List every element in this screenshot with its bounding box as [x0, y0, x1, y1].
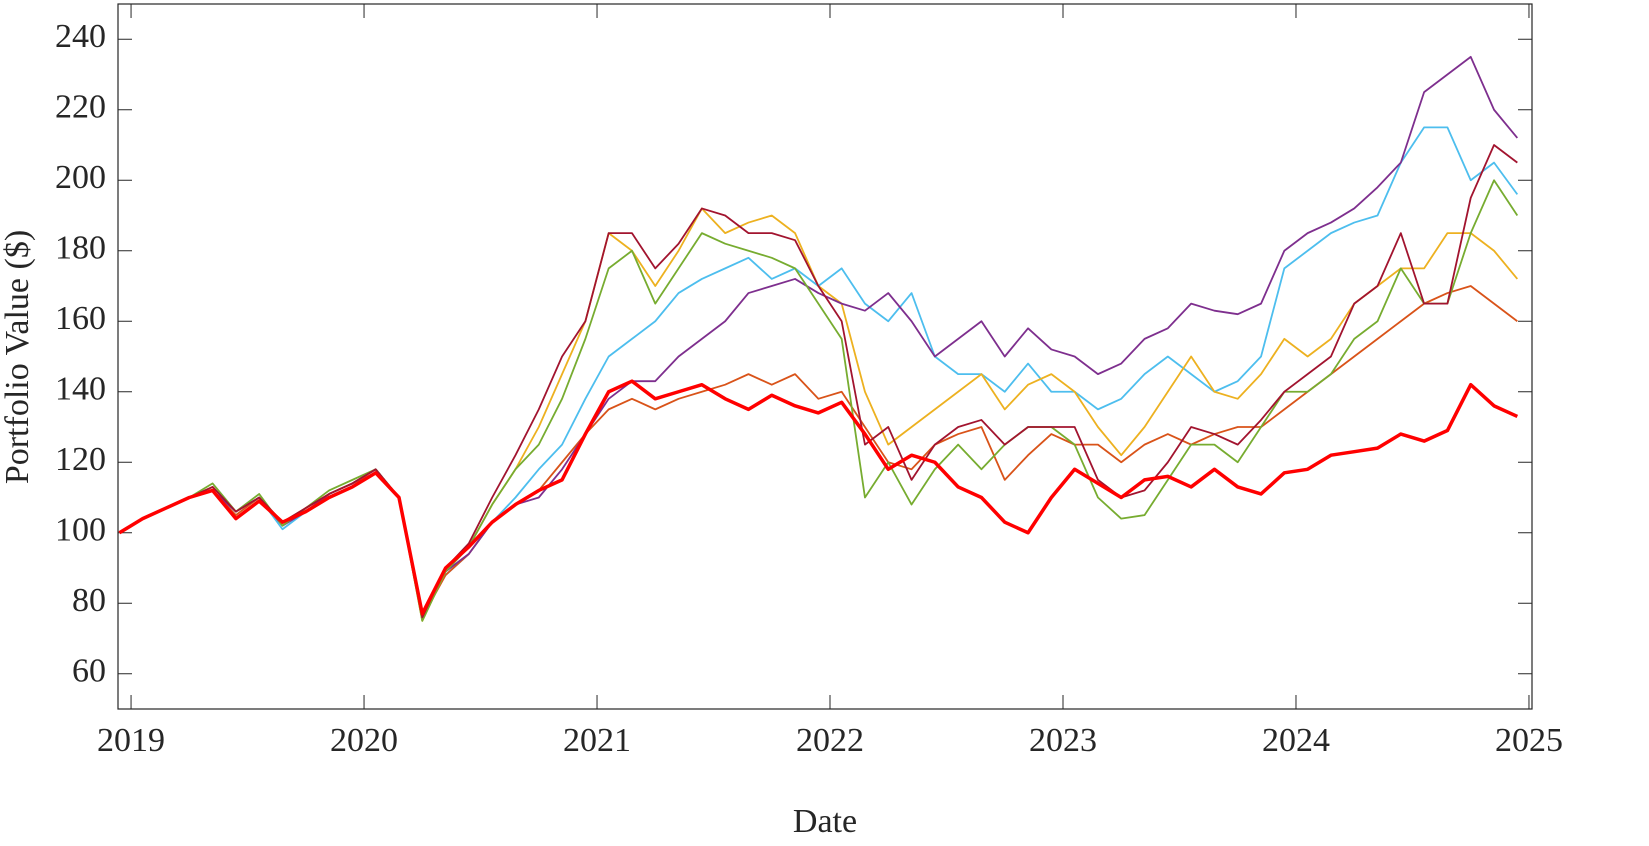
x-tick-label: 2022 — [796, 722, 864, 759]
y-tick-label: 140 — [55, 371, 106, 408]
series-line — [118, 55, 1519, 619]
y-tick-label: 80 — [72, 582, 106, 619]
x-axis-label: Date — [793, 803, 857, 840]
x-tick-label: 2021 — [563, 722, 631, 759]
plot-frame — [117, 3, 1533, 710]
x-tick-label: 2023 — [1029, 722, 1097, 759]
series-line — [118, 126, 1519, 615]
series-line — [118, 207, 1519, 622]
series-line — [118, 379, 1519, 616]
x-tick-label: 2025 — [1495, 722, 1563, 759]
series-line — [118, 144, 1518, 619]
x-tick-label: 2020 — [330, 722, 398, 759]
x-tick-label: 2019 — [97, 722, 165, 759]
y-tick-label: 100 — [55, 512, 106, 549]
series-line — [118, 285, 1518, 619]
y-tick-label: 240 — [55, 18, 106, 55]
y-axis-label: Portfolio Value ($) — [0, 230, 36, 484]
y-tick-label: 180 — [55, 230, 106, 267]
series-line — [118, 179, 1519, 622]
y-tick-label: 160 — [55, 300, 106, 337]
y-tick-label: 220 — [55, 89, 106, 126]
y-tick-label: 200 — [55, 159, 106, 196]
y-tick-label: 120 — [55, 441, 106, 478]
y-tick-label: 60 — [72, 653, 106, 690]
x-tick-label: 2024 — [1262, 722, 1330, 759]
